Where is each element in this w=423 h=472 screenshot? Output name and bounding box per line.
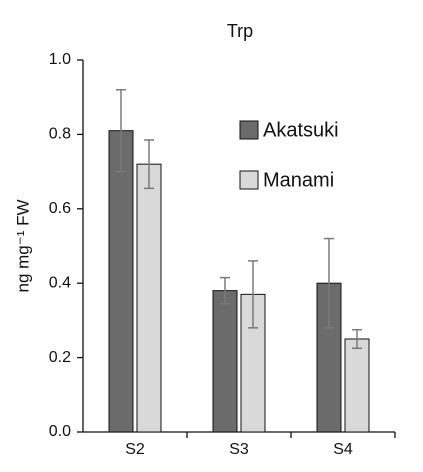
legend-label: Akatsuki	[263, 119, 339, 141]
bar	[136, 163, 162, 433]
bar	[344, 338, 370, 433]
error-bar	[248, 260, 258, 329]
error-bar	[352, 328, 362, 350]
legend-swatch	[239, 170, 259, 190]
x-tick-label: S3	[229, 441, 249, 458]
legend-label: Manami	[263, 169, 334, 191]
y-tick-label: 0.4	[49, 274, 71, 291]
y-tick-label: 0.0	[49, 423, 71, 440]
y-tick-label: 0.2	[49, 349, 71, 366]
error-bar	[144, 139, 154, 190]
x-tick-label: S4	[333, 441, 353, 458]
y-tick-label: 1.0	[49, 51, 71, 68]
error-bar	[116, 89, 126, 173]
x-tick-label: S2	[125, 441, 145, 458]
bar	[212, 290, 238, 433]
error-bar	[220, 276, 230, 305]
bar	[108, 130, 134, 433]
y-axis-label: ng mg⁻¹ FW	[13, 199, 32, 292]
chart-title: Trp	[227, 21, 253, 41]
y-tick-label: 0.8	[49, 126, 71, 143]
legend-swatch	[239, 120, 259, 140]
error-bar	[324, 237, 334, 329]
y-tick-label: 0.6	[49, 200, 71, 217]
